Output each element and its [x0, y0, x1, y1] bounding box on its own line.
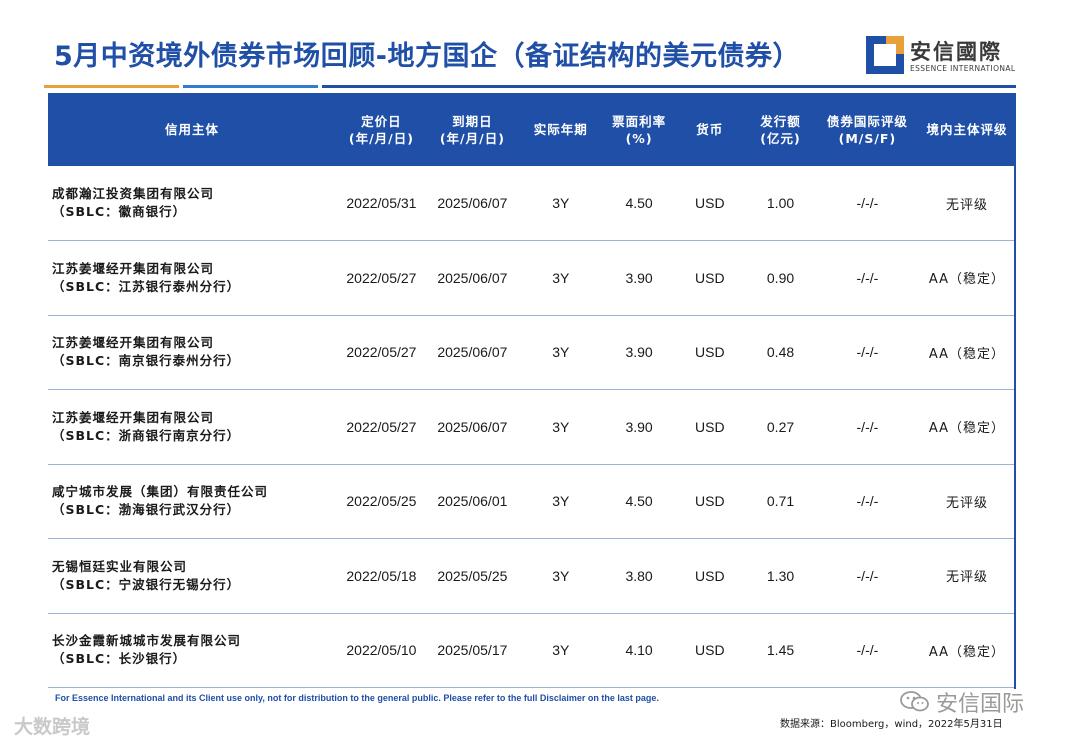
cell-tenor: 3Y [552, 418, 570, 435]
logo-text-en: ESSENCE INTERNATIONAL [910, 64, 1016, 73]
cell-intl-rating: -/-/- [856, 195, 879, 211]
cell-amount: 1.30 [766, 567, 795, 584]
header-currency: 货币 [696, 122, 724, 137]
table-row: 江苏姜堰经开集团有限公司 （SBLC：浙商银行南京分行） 2022/05/27 2… [48, 390, 1015, 464]
cell-tenor: 3Y [552, 344, 570, 361]
title-underline-blue [322, 85, 1016, 88]
cell-domestic-rating: AA（稳定） [928, 346, 1006, 362]
disclaimer-text: For Essence International and its Client… [55, 693, 659, 703]
cell-maturity-date: 2025/06/01 [437, 493, 508, 510]
essence-logo-mark-icon [866, 36, 904, 74]
cell-domestic-rating: AA（稳定） [928, 272, 1006, 288]
cell-pricing-date: 2022/05/10 [346, 642, 417, 659]
title-underline-lightblue [183, 85, 318, 88]
title-underline-orange [44, 85, 179, 88]
cell-domestic-rating: AA（稳定） [928, 644, 1006, 660]
cell-maturity-date: 2025/05/25 [437, 567, 508, 584]
cell-intl-rating: -/-/- [856, 642, 879, 659]
table-row: 江苏姜堰经开集团有限公司 （SBLC：江苏银行泰州分行） 2022/05/27 2… [48, 241, 1015, 315]
header-tenor: 实际年期 [533, 122, 588, 137]
cell-pricing-date: 2022/05/18 [346, 567, 417, 584]
cell-currency: USD [695, 642, 725, 659]
cell-amount: 1.45 [766, 642, 795, 659]
page-title: 5月中资境外债券市场回顾-地方国企（备证结构的美元债券） [54, 41, 800, 72]
cell-maturity-date: 2025/05/17 [437, 642, 508, 659]
cell-entity: 咸宁城市发展（集团）有限责任公司 （SBLC：渤海银行武汉分行） [52, 484, 269, 518]
cell-intl-rating: -/-/- [856, 567, 879, 584]
cell-currency: USD [695, 567, 725, 584]
table-row: 江苏姜堰经开集团有限公司 （SBLC：南京银行泰州分行） 2022/05/27 2… [48, 315, 1015, 390]
cell-amount: 0.90 [766, 269, 795, 286]
cell-currency: USD [695, 344, 725, 361]
cell-coupon: 4.50 [625, 493, 653, 510]
header-amount: 发行额 (亿元) [760, 113, 801, 146]
cell-amount: 0.48 [766, 344, 795, 361]
cell-domestic-rating: AA（稳定） [928, 421, 1006, 437]
cell-entity: 成都瀚江投资集团有限公司 （SBLC：徽商银行） [52, 186, 215, 219]
cell-intl-rating: -/-/- [856, 269, 879, 286]
cell-maturity-date: 2025/06/07 [437, 195, 508, 211]
wechat-icon [900, 690, 930, 720]
cell-maturity-date: 2025/06/07 [437, 344, 508, 361]
header-coupon: 票面利率 (%) [612, 113, 667, 146]
data-source-note: 数据来源：Bloomberg，wind，2022年5月31日 [780, 719, 1003, 730]
cell-coupon: 3.90 [625, 418, 653, 435]
cell-domestic-rating: 无评级 [945, 197, 988, 213]
cell-entity: 江苏姜堰经开集团有限公司 （SBLC：南京银行泰州分行） [52, 335, 241, 369]
cell-currency: USD [695, 195, 725, 211]
table-row: 无锡恒廷实业有限公司 （SBLC：宁波银行无锡分行） 2022/05/18 202… [48, 539, 1015, 613]
cell-intl-rating: -/-/- [856, 344, 879, 361]
watermark-right: 安信国际 [900, 686, 1024, 720]
cell-maturity-date: 2025/06/07 [437, 269, 508, 286]
cell-currency: USD [695, 493, 725, 510]
cell-domestic-rating: 无评级 [945, 495, 988, 511]
table-right-border [1014, 93, 1016, 689]
cell-tenor: 3Y [552, 567, 570, 584]
cell-coupon: 4.50 [625, 195, 653, 211]
watermark-right-text: 安信国际 [936, 692, 1025, 717]
header-entity: 信用主体 [164, 122, 219, 137]
table-row: 长沙金霞新城城市发展有限公司 （SBLC：长沙银行） 2022/05/10 202… [48, 613, 1015, 688]
cell-amount: 0.27 [766, 418, 795, 435]
cell-pricing-date: 2022/05/27 [346, 418, 417, 435]
cell-intl-rating: -/-/- [856, 493, 879, 510]
cell-tenor: 3Y [552, 642, 570, 659]
header-domestic-rating: 境内主体评级 [926, 122, 1008, 137]
cell-entity: 长沙金霞新城城市发展有限公司 （SBLC：长沙银行） [52, 633, 242, 667]
cell-currency: USD [695, 269, 725, 286]
company-logo: 安信國際 ESSENCE INTERNATIONAL [866, 34, 1026, 76]
cell-amount: 0.71 [766, 493, 795, 510]
cell-domestic-rating: 无评级 [945, 570, 988, 586]
table-header-row: 信用主体 定价日 (年/月/日) 到期日 (年/月/日) 实际年期 票面利率 (%) … [48, 93, 1015, 166]
cell-pricing-date: 2022/05/27 [346, 269, 417, 286]
cell-tenor: 3Y [552, 269, 570, 286]
header-pricing-date: 定价日 (年/月/日) [348, 113, 414, 146]
cell-intl-rating: -/-/- [856, 418, 879, 435]
cell-entity: 江苏姜堰经开集团有限公司 （SBLC：江苏银行泰州分行） [52, 260, 241, 294]
cell-coupon: 4.10 [625, 642, 653, 659]
cell-entity: 江苏姜堰经开集团有限公司 （SBLC：浙商银行南京分行） [52, 409, 241, 443]
cell-tenor: 3Y [552, 493, 570, 510]
cell-maturity-date: 2025/06/07 [437, 418, 508, 435]
cell-amount: 1.00 [766, 195, 795, 211]
cell-coupon: 3.90 [625, 344, 653, 361]
cell-pricing-date: 2022/05/25 [346, 493, 417, 510]
bond-table: 信用主体 定价日 (年/月/日) 到期日 (年/月/日) 实际年期 票面利率 (%) … [48, 93, 1015, 688]
table-row: 咸宁城市发展（集团）有限责任公司 （SBLC：渤海银行武汉分行） 2022/05/… [48, 464, 1015, 539]
cell-tenor: 3Y [552, 195, 570, 211]
logo-text-cn: 安信國際 [910, 40, 1002, 64]
cell-coupon: 3.90 [625, 269, 653, 286]
cell-pricing-date: 2022/05/31 [346, 195, 417, 211]
header-maturity-date: 到期日 (年/月/日) [439, 113, 505, 146]
watermark-left: 大数跨境 [14, 716, 91, 738]
cell-currency: USD [695, 418, 725, 435]
cell-entity: 无锡恒廷实业有限公司 （SBLC：宁波银行无锡分行） [52, 558, 241, 592]
table-row: 成都瀚江投资集团有限公司 （SBLC：徽商银行） 2022/05/31 2025/… [48, 166, 1015, 241]
cell-coupon: 3.80 [625, 567, 653, 584]
cell-pricing-date: 2022/05/27 [346, 344, 417, 361]
header-intl-rating: 债券国际评级 (M/S/F) [826, 113, 908, 146]
